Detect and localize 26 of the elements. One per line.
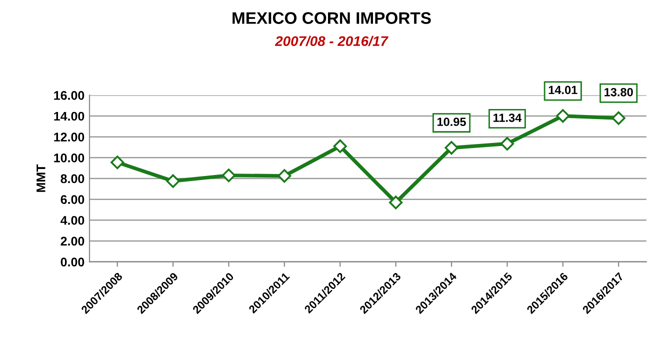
y-tick-label: 8.00	[60, 174, 84, 184]
point	[333, 139, 347, 154]
y-axis-title: MMT	[36, 164, 46, 192]
y-tick-label: 6.00	[60, 195, 84, 204]
point	[110, 156, 124, 170]
chart-subtitle: 2007/08 - 2016/17	[274, 36, 388, 46]
point	[278, 169, 292, 183]
data-label: 13.80	[604, 88, 633, 96]
point	[500, 136, 514, 151]
point	[389, 196, 403, 210]
y-tick-label: 12.00	[54, 132, 84, 142]
y-tick-label: 10.00	[54, 153, 84, 162]
y-tick-label: 16.00	[54, 91, 84, 100]
data-label: 11.34	[493, 114, 522, 122]
y-tick-label: 4.00	[60, 216, 84, 225]
y-tick-label: 0.00	[60, 258, 84, 266]
y-tick-label: 2.00	[60, 236, 84, 246]
point	[222, 168, 236, 182]
data-label: 10.95	[437, 118, 466, 126]
point	[556, 109, 570, 123]
chart-title: MEXICO CORN IMPORTS	[232, 12, 431, 24]
point	[612, 111, 626, 125]
data-label: 14.01	[548, 86, 578, 94]
point	[444, 140, 458, 155]
point	[166, 174, 180, 188]
y-tick-label: 14.00	[54, 112, 84, 121]
